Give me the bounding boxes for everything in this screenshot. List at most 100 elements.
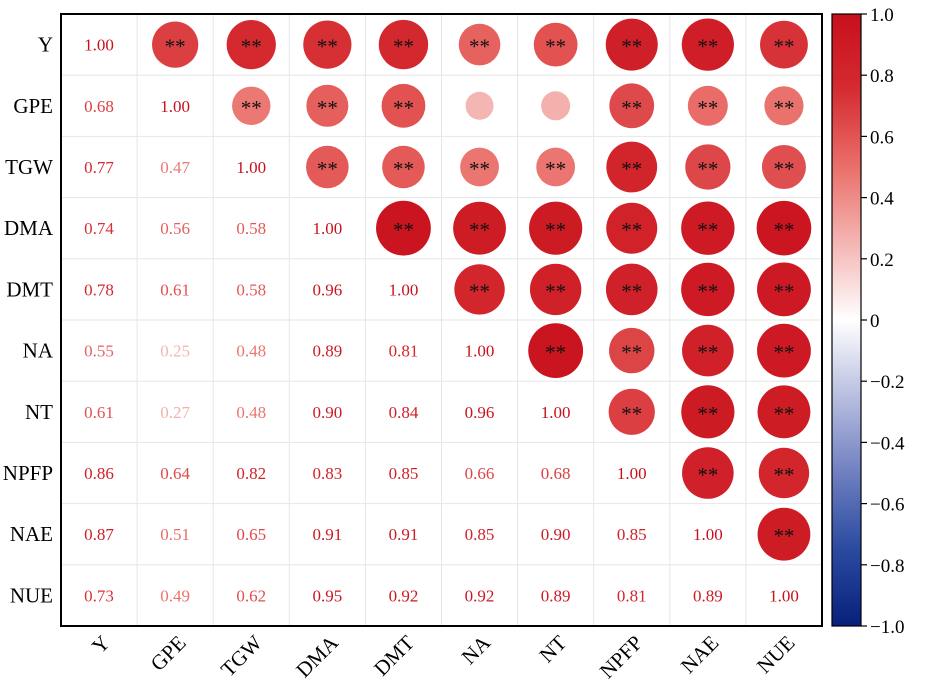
corr-value: 0.55 (84, 342, 114, 361)
colorbar-tick-label: −0.2 (870, 372, 904, 393)
corr-value: 0.48 (236, 403, 266, 422)
corr-value: 0.89 (693, 586, 723, 605)
colorbar: −1.0 −0.8 −0.6 −0.4 −0.2 0 0.2 0.4 0.6 0.8 1.0 (831, 5, 905, 638)
significance-mark: ** (545, 279, 566, 303)
colorbar-tick-label: 1.0 (870, 5, 894, 26)
corr-value: 1.00 (693, 525, 723, 544)
corr-circle (757, 262, 811, 317)
corr-value: 0.84 (389, 403, 419, 422)
x-tick-label: NA (457, 630, 496, 669)
corr-circle (681, 18, 734, 71)
significance-mark: ** (773, 35, 794, 59)
y-tick-label: NPFP (3, 461, 53, 485)
colorbar-tick-label: 0.6 (870, 127, 894, 148)
significance-mark: ** (165, 35, 186, 59)
colorbar-tick-label: 0.4 (870, 189, 894, 210)
corr-value: 0.83 (312, 464, 342, 483)
corr-circle (232, 86, 271, 126)
corr-value: 0.77 (84, 158, 114, 177)
significance-mark: ** (393, 218, 414, 242)
corr-circle (529, 201, 583, 255)
corr-circle (605, 263, 658, 316)
corr-circle (756, 200, 812, 256)
y-tick-label: NAE (10, 522, 53, 546)
corr-value: 0.27 (160, 403, 190, 422)
corr-value: 0.89 (312, 342, 342, 361)
corr-circle (460, 147, 499, 187)
significance-mark: ** (773, 341, 794, 365)
corr-value: 0.25 (160, 342, 190, 361)
corr-circle (609, 327, 655, 374)
corr-value: 0.96 (312, 280, 342, 299)
corr-value: 0.81 (389, 342, 419, 361)
y-tick-label: DMA (4, 216, 54, 240)
matrix-cells: 1.00 ** ** ** ** ** ** ** ** ** 0.68 1.00 ** ** ** ** **… (84, 18, 812, 605)
corr-value: 1.00 (312, 219, 342, 238)
y-axis-labels: Y GPE TGW DMA DMT NA NT NPFP NAE NUE (3, 33, 54, 608)
corr-value: 0.92 (465, 586, 495, 605)
corr-circle (541, 91, 571, 121)
corr-value: 1.00 (389, 280, 419, 299)
corr-circle (757, 507, 811, 561)
corr-value: 1.00 (465, 342, 495, 361)
corr-circle (682, 447, 734, 499)
corr-circle (226, 19, 276, 70)
significance-mark: ** (773, 402, 794, 426)
corr-circle (606, 202, 658, 254)
corr-value: 0.68 (84, 97, 114, 116)
corr-value: 0.90 (312, 403, 342, 422)
corr-value: 0.96 (465, 403, 495, 422)
corr-value: 0.61 (84, 403, 114, 422)
corr-value: 0.62 (236, 586, 266, 605)
corr-circle (687, 85, 728, 126)
corr-circle (605, 18, 658, 71)
corr-value: 0.48 (236, 342, 266, 361)
corr-circle (761, 145, 806, 189)
corr-circle (609, 83, 655, 129)
significance-mark: ** (621, 157, 642, 181)
corr-value: 0.82 (236, 464, 266, 483)
colorbar-tick-label: 0.8 (870, 66, 894, 87)
corr-value: 1.00 (617, 464, 647, 483)
corr-value: 0.51 (160, 525, 190, 544)
x-tick-label: GPE (146, 631, 191, 676)
corr-value: 0.78 (84, 280, 114, 299)
significance-mark: ** (697, 157, 718, 181)
corr-value: 0.91 (389, 525, 419, 544)
significance-mark: ** (469, 218, 490, 242)
corr-value: 0.61 (160, 280, 190, 299)
x-tick-label: DMA (291, 630, 343, 682)
colorbar-tick-label: −1.0 (870, 617, 904, 638)
colorbar-gradient (831, 13, 862, 627)
x-tick-label: NPFP (595, 631, 647, 683)
colorbar-tick-label: −0.8 (870, 556, 904, 577)
significance-mark: ** (545, 157, 566, 181)
significance-mark: ** (241, 96, 262, 120)
corr-value: 1.00 (84, 36, 114, 55)
y-tick-label: Y (38, 33, 53, 57)
x-tick-label: DMT (369, 630, 419, 680)
corr-value: 0.47 (160, 158, 190, 177)
corr-circle (764, 86, 804, 126)
corr-value: 0.92 (389, 586, 419, 605)
corr-value: 0.56 (160, 219, 190, 238)
corr-value: 0.49 (160, 586, 190, 605)
significance-mark: ** (697, 402, 718, 426)
corr-circle (536, 147, 576, 187)
significance-mark: ** (469, 157, 490, 181)
significance-mark: ** (393, 157, 414, 181)
corr-value: 0.58 (236, 219, 266, 238)
y-tick-label: NA (23, 339, 54, 363)
y-tick-label: GPE (13, 94, 53, 118)
corr-value: 0.90 (541, 525, 571, 544)
colorbar-tick-label: 0.2 (870, 250, 894, 271)
corr-circle (303, 20, 352, 69)
significance-mark: ** (545, 35, 566, 59)
significance-mark: ** (697, 218, 718, 242)
corr-circle (453, 201, 506, 255)
corr-circle (681, 262, 735, 317)
corr-value: 1.00 (541, 403, 571, 422)
x-tick-label: NAE (676, 631, 723, 678)
corr-value: 1.00 (236, 158, 266, 177)
y-tick-label: DMT (6, 277, 53, 301)
